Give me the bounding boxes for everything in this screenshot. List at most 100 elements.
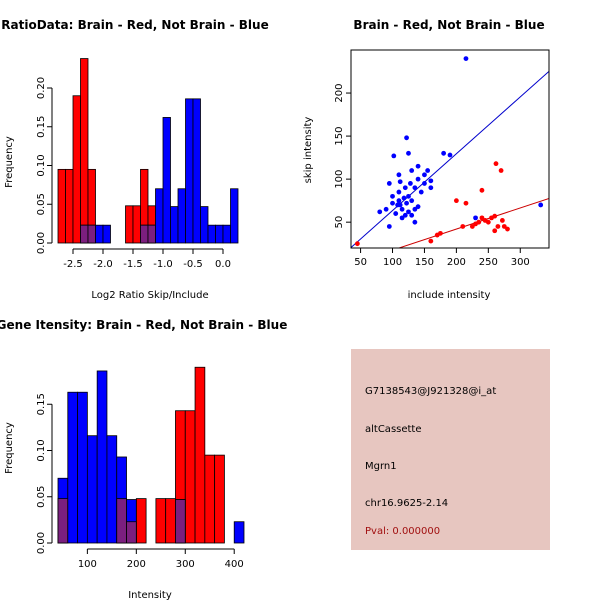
gene-bar-overlap-8	[175, 499, 186, 544]
ratio-y-tick-label: 0.15	[36, 116, 47, 138]
scatter-x-tick-label: 100	[383, 257, 402, 268]
ratio-x-tick-label: -1.5	[123, 259, 143, 270]
scatter-point-brain-1	[428, 238, 434, 244]
scatter-point-notbrain-12	[397, 202, 403, 208]
ratio-bar-notbrain-14	[215, 224, 224, 244]
scatter-title: Brain - Red, Not Brain - Blue	[353, 18, 544, 32]
gene-histogram-ylabel: Frequency	[4, 422, 15, 474]
scatter-point-brain-6	[463, 200, 469, 206]
genomic-location: chr16.9625-2.14	[365, 498, 449, 509]
probe-id: G7138543@J921328@i_at	[365, 386, 497, 397]
gene-bar-brain-5	[165, 498, 176, 544]
ratio-bar-overlap-4	[140, 224, 149, 244]
scatter-point-brain-4	[453, 198, 459, 204]
gene-bar-notbrain-4	[96, 370, 108, 544]
gene-histogram-bars	[57, 366, 245, 544]
scatter-point-notbrain-27	[409, 168, 415, 173]
ratio-x-tick-label: -0.5	[183, 259, 203, 270]
ratio-y-tick-label: 0.10	[36, 154, 47, 176]
scatter-point-notbrain-41	[447, 152, 453, 158]
gene-bar-overlap-6	[116, 498, 127, 544]
gene-histogram-title: Gene Itensity: Brain - Red, Not Brain - …	[0, 318, 287, 332]
scatter-x-tick-label: 150	[415, 257, 434, 268]
gene-x-tick-label: 300	[176, 559, 195, 570]
ratio-y-tick-label: 0.20	[36, 77, 47, 99]
scatter-point-notbrain-28	[412, 219, 418, 225]
scatter-point-notbrain-26	[409, 198, 415, 204]
gene-y-tick-label: 0.00	[36, 532, 47, 554]
ratio-bar-notbrain-16	[230, 188, 239, 244]
scatter-plot-frame	[350, 49, 550, 249]
ratio-bar-notbrain-9	[177, 188, 186, 244]
scatter-x-tick-label: 250	[479, 257, 498, 268]
scatter-point-notbrain-33	[415, 163, 421, 169]
scatter-x-tick-label: 50	[354, 257, 367, 268]
scatter-xlabel: include intensity	[408, 290, 491, 301]
gene-bar-notbrain-1	[67, 391, 78, 544]
scatter-point-brain-15	[492, 228, 498, 234]
probe-info-box: G7138543@J921328@i_at altCassette Mgrn1 …	[351, 349, 550, 550]
scatter-point-notbrain-4	[390, 193, 395, 199]
scatter-point-notbrain-29	[412, 206, 418, 212]
ratio-bar-notbrain-7	[162, 117, 171, 244]
scatter-point-notbrain-1	[383, 206, 389, 212]
scatter-y-tick-label: 150	[334, 127, 345, 146]
scatter-point-brain-21	[501, 224, 507, 229]
ratio-histogram-xlabel: Log2 Ratio Skip/Include	[91, 290, 208, 301]
ratio-bar-brain-3	[80, 58, 89, 244]
scatter-point-notbrain-3	[386, 181, 392, 186]
ratio-histogram-ylabel: Frequency	[4, 136, 15, 188]
gene-bar-notbrain-5	[106, 435, 118, 544]
ratio-bar-notbrain-13	[207, 224, 216, 244]
gene-bar-brain-10	[214, 454, 225, 544]
scatter-point-notbrain-2	[386, 224, 392, 229]
ratio-bar-brain-5	[125, 205, 134, 244]
p-value: Pval: 0.000000	[365, 526, 441, 537]
scatter-x-tick-label: 200	[447, 257, 466, 268]
scatter-point-notbrain-37	[425, 168, 431, 173]
scatter-point-brain-17	[493, 161, 499, 167]
ratio-bar-brain-2	[72, 95, 81, 244]
gene-bar-overlap-0	[57, 498, 69, 544]
gene-x-tick-label: 200	[127, 559, 146, 570]
gene-bar-brain-8	[194, 366, 206, 544]
scatter-point-notbrain-6	[391, 153, 397, 159]
ratio-y-tick-label: 0.05	[36, 193, 47, 215]
scatter-point-notbrain-39	[428, 178, 434, 184]
ratio-histogram-panel: RatioData: Brain - Red, Not Brain - Blue…	[1, 18, 268, 301]
scatter-point-notbrain-44	[538, 202, 544, 208]
scatter-point-notbrain-22	[406, 193, 411, 199]
scatter-point-notbrain-10	[396, 189, 402, 195]
scatter-point-brain-3	[438, 230, 443, 236]
ratio-histogram-axes: 0.00 0.05 0.10 0.15 0.20 -2.5 -2.0 -1.5 -1.0 -0.5…	[36, 77, 231, 270]
gene-name: Mgrn1	[365, 461, 397, 472]
scatter-point-notbrain-7	[393, 211, 399, 216]
scatter-point-notbrain-31	[415, 204, 421, 210]
gene-y-tick-label: 0.15	[36, 393, 47, 415]
ratio-bar-overlap-0	[80, 224, 89, 244]
scatter-point-notbrain-14	[399, 215, 405, 221]
scatter-fit-lines	[351, 70, 549, 248]
ratio-bar-notbrain-10	[185, 98, 194, 244]
event-type: altCassette	[365, 424, 422, 435]
scatter-point-notbrain-21	[406, 209, 411, 215]
scatter-point-notbrain-30	[412, 185, 418, 191]
scatter-points	[354, 56, 544, 247]
ratio-bar-brain-6	[132, 205, 141, 244]
ratio-y-tick-label: 0.00	[36, 232, 47, 254]
ratio-histogram-title: RatioData: Brain - Red, Not Brain - Blue	[1, 18, 268, 32]
scatter-point-notbrain-24	[408, 181, 413, 186]
gene-bar-brain-4	[155, 498, 167, 544]
scatter-point-notbrain-20	[404, 135, 409, 141]
scatter-fit-line-0	[351, 70, 549, 248]
ratio-x-tick-label: 0.0	[215, 259, 231, 270]
scatter-point-notbrain-15	[399, 206, 405, 212]
gene-bar-overlap-7	[126, 521, 137, 544]
gene-bar-brain-3	[135, 498, 147, 544]
scatter-point-notbrain-0	[377, 209, 383, 215]
gene-bar-brain-7	[184, 410, 196, 544]
ratio-bar-notbrain-6	[155, 188, 164, 244]
gene-histogram-xlabel: Intensity	[128, 590, 172, 600]
scatter-point-brain-9	[476, 219, 482, 225]
